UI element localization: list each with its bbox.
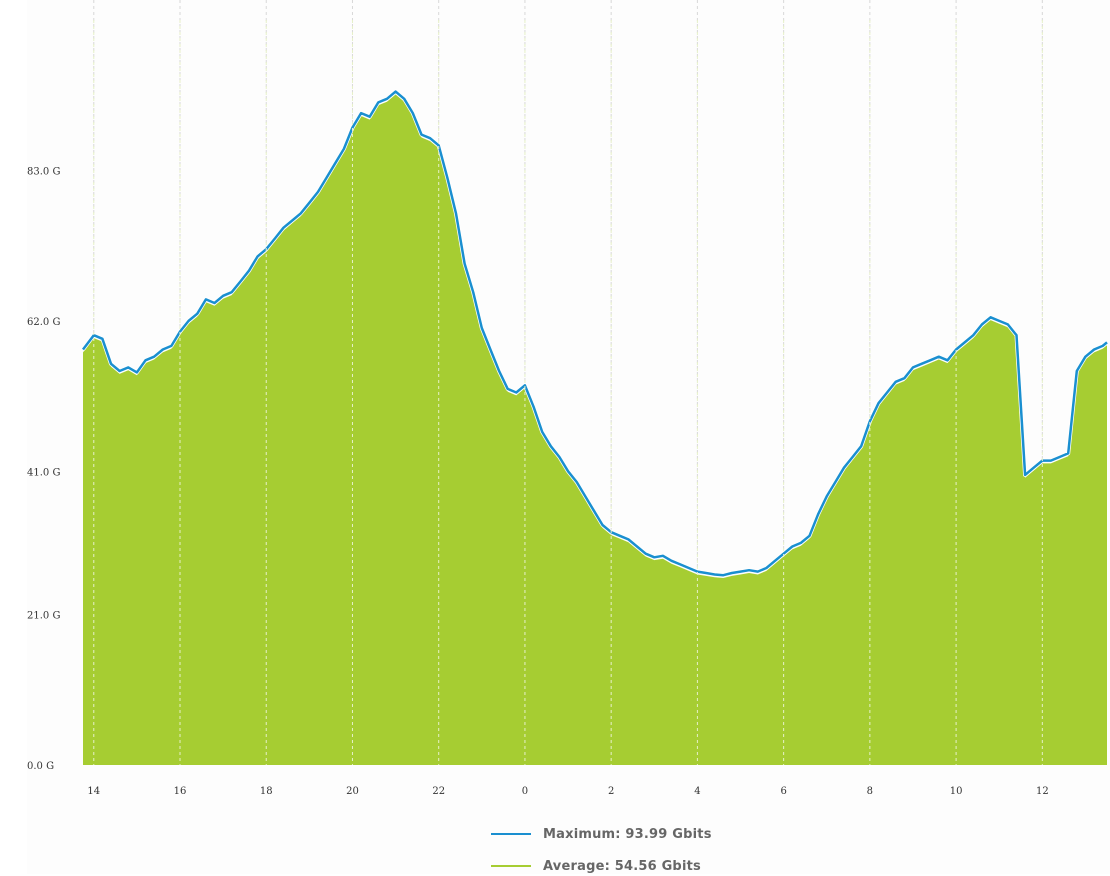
x-tick-label: 22 (432, 786, 445, 797)
legend-swatch-average (491, 865, 531, 867)
x-tick-label: 18 (260, 786, 273, 797)
x-tick-label: 8 (867, 786, 873, 797)
y-axis-ticks: 0.0 G 21.0 G 41.0 G 62.0 G 83.0 G (27, 166, 60, 772)
y-tick-label: 21.0 G (27, 611, 60, 622)
y-tick-label: 62.0 G (27, 317, 60, 328)
series-layer (81, 20, 1109, 765)
legend-label-average: Average: 54.56 Gbits (543, 858, 701, 874)
legend-label-maximum: Maximum: 93.99 Gbits (543, 826, 712, 842)
x-axis-ticks: 14 16 18 20 22 0 2 4 6 8 10 12 (87, 786, 1048, 797)
x-tick-label: 4 (694, 786, 700, 797)
x-tick-label: 12 (1036, 786, 1049, 797)
legend-item-average[interactable]: Average: 54.56 Gbits (491, 856, 911, 876)
x-tick-label: 20 (346, 786, 359, 797)
legend-item-maximum[interactable]: Maximum: 93.99 Gbits (491, 824, 911, 844)
series-average-area (83, 94, 1107, 765)
x-tick-label: 2 (608, 786, 614, 797)
chart-panel: 0.0 G 21.0 G 41.0 G 62.0 G 83.0 G 14 16 18 20 22… (27, 0, 1110, 874)
y-tick-label: 0.0 G (27, 761, 54, 772)
x-tick-label: 6 (780, 786, 786, 797)
x-tick-label: 14 (87, 786, 100, 797)
series-maximum-line (82, 90, 1108, 577)
y-tick-label: 41.0 G (27, 467, 60, 478)
y-tick-label: 83.0 G (27, 166, 60, 177)
x-tick-label: 0 (522, 786, 528, 797)
x-tick-label: 10 (950, 786, 963, 797)
traffic-area-chart: 0.0 G21.0 G41.0 G62.0 G83.0 G 14 16 18 20 22… (27, 0, 1109, 797)
legend-swatch-maximum (491, 833, 531, 835)
x-tick-label: 16 (174, 786, 187, 797)
